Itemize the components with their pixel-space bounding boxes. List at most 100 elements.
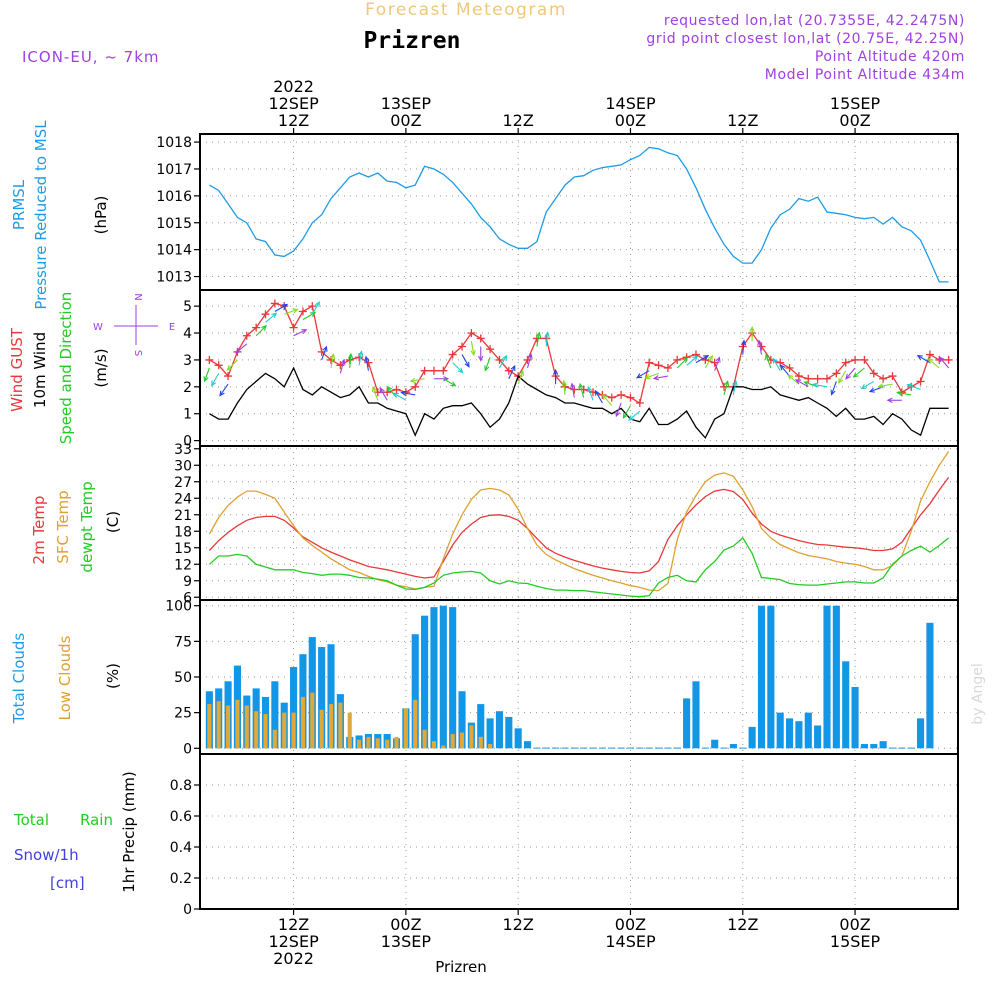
total-clouds-bar: [514, 728, 522, 749]
wind-direction-arrow: [330, 354, 334, 369]
wind-arrow-head: [561, 379, 567, 386]
wind-direction-arrow: [695, 355, 709, 364]
series-line-10m-wind: [209, 366, 949, 440]
gust-marker: [289, 323, 298, 332]
wind-arrow-head: [364, 355, 370, 362]
wind-direction-arrow: [861, 380, 875, 389]
low-clouds-bar: [244, 705, 249, 749]
y-tick-label: 0: [183, 902, 192, 918]
info-line-4: Model Point Altitude 434m: [765, 67, 965, 83]
low-clouds-bar: [338, 702, 343, 749]
wind-arrow-head: [271, 312, 278, 319]
location-title: Prizren: [364, 28, 461, 54]
total-clouds-bar: [860, 744, 868, 749]
wind-arrow-head: [203, 376, 209, 383]
wind-direction-arrow: [265, 312, 277, 323]
wind-arrow-head: [502, 354, 508, 361]
wind-direction-arrow: [235, 343, 248, 354]
wind-arrow-head: [715, 356, 721, 363]
gust-marker: [214, 361, 223, 370]
total-clouds-label: Total Clouds: [10, 633, 28, 725]
low-clouds-bar: [347, 712, 352, 749]
gust-marker: [607, 393, 616, 402]
y-tick-label: 25: [174, 706, 192, 722]
wind-arrow-head: [765, 353, 771, 360]
wind-direction-arrow: [470, 341, 475, 355]
sfctemp-label: SFC Temp: [54, 490, 72, 563]
wind-arrow-head: [838, 377, 844, 384]
low-clouds-bar: [207, 704, 212, 749]
wind-arrow-head: [301, 329, 308, 335]
low-clouds-bar: [254, 711, 259, 749]
wind-direction-arrow: [772, 358, 781, 371]
wind-unit: (m/s): [92, 348, 110, 387]
wind-arrow-head: [478, 355, 484, 362]
info-line-3: Point Altitude 420m: [815, 49, 965, 65]
total-clouds-bar: [795, 721, 803, 749]
y-tick-label: 30: [174, 458, 192, 474]
low-clouds-bar: [328, 704, 334, 749]
wind-arrow-head: [371, 385, 377, 393]
gust-marker: [785, 364, 794, 372]
precip-unit: 1hr Precip (mm): [120, 771, 138, 892]
bottom-time-label: 13SEP: [381, 932, 432, 951]
wind-arrow-head: [740, 339, 747, 346]
total-clouds-bar: [271, 681, 279, 749]
bottom-time-label: 12Z: [278, 915, 309, 934]
total-clouds-bar: [720, 747, 728, 749]
total-clouds-bar: [495, 711, 504, 749]
total-clouds-bar: [617, 747, 625, 749]
wind-direction-arrow: [787, 374, 800, 385]
y-tick-label: 15: [174, 541, 192, 557]
wind-arrow-head: [868, 387, 876, 393]
gust-marker: [645, 358, 654, 367]
total-clouds-bar: [776, 712, 784, 749]
wind-arrow-head: [896, 390, 903, 396]
wind-labels: Wind GUST 10m Wind Speed and Direction (…: [8, 292, 175, 445]
low-clouds-bar: [469, 725, 474, 749]
bottom-time-label: 2022: [273, 949, 314, 968]
gust-marker: [476, 334, 485, 343]
wind-direction-arrow: [714, 357, 720, 371]
wind-direction-arrow: [813, 383, 828, 388]
low-clouds-bar: [226, 705, 231, 749]
gust-marker: [420, 366, 429, 375]
wind-arrow-head: [622, 412, 628, 419]
series-line-sfc-temp: [208, 451, 950, 592]
total-clouds-bar: [870, 744, 878, 749]
gust-marker: [841, 358, 850, 367]
low-clouds-bar: [216, 701, 221, 749]
wind-arrow-head: [886, 397, 893, 403]
gust-marker: [635, 398, 644, 407]
gust-marker: [308, 302, 317, 311]
total-clouds-bar: [814, 725, 822, 749]
wind-arrow-head: [457, 367, 464, 374]
wind-direction-arrow: [517, 370, 524, 385]
wind-arrow-head: [292, 308, 299, 314]
wind-direction-arrow: [742, 340, 745, 355]
wind-direction-arrow: [393, 392, 407, 401]
footer-location: Prizren: [435, 958, 487, 976]
gust-marker: [851, 355, 860, 364]
low-clouds-bar: [235, 699, 240, 749]
total-clouds-bar: [626, 747, 635, 749]
wind-arrow-head: [877, 383, 884, 389]
wind-direction-arrow: [831, 381, 837, 395]
gust-marker: [794, 372, 803, 381]
gust-marker: [888, 372, 897, 381]
wind-arrow-head: [322, 345, 328, 352]
top-time-label: 00Z: [390, 111, 421, 130]
wind-arrow-head: [340, 358, 346, 365]
wind-direction-arrow: [907, 384, 921, 391]
wind-direction-arrow: [645, 372, 659, 379]
low-clouds-bar: [300, 696, 305, 749]
total-clouds-bar: [458, 691, 466, 749]
total-clouds-bar: [533, 747, 541, 749]
compass-e: E: [169, 322, 175, 333]
low-clouds-bar: [375, 738, 380, 749]
gust-marker: [467, 329, 476, 338]
wind-arrow-head: [707, 354, 713, 361]
wind-direction-arrow: [897, 391, 912, 396]
low-clouds-bar: [413, 699, 418, 749]
total-clouds-bar: [636, 747, 644, 749]
